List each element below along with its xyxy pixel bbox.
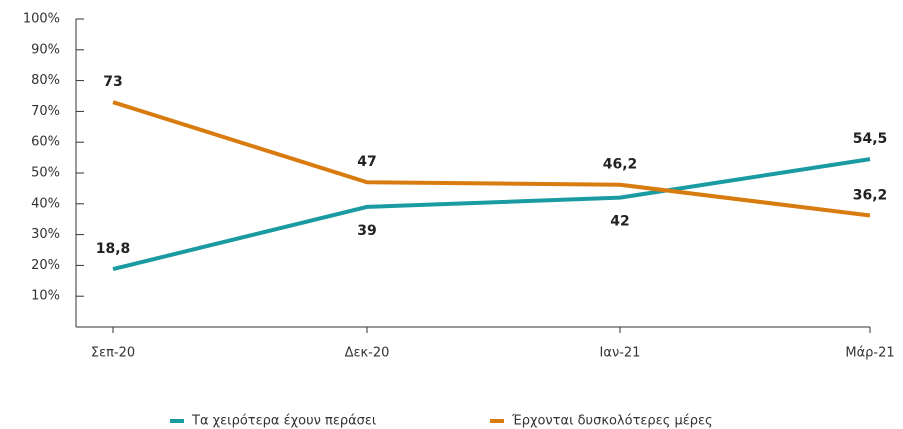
x-tick-label: Μάρ-21 (845, 346, 894, 361)
value-label: 47 (357, 154, 376, 170)
value-label: 18,8 (96, 241, 131, 257)
value-label: 73 (103, 74, 122, 90)
x-tick-label: Ιαν-21 (600, 346, 641, 361)
x-tick-label: Δεκ-20 (345, 346, 390, 361)
y-tick-label: 30% (31, 227, 60, 242)
legend-label: Τα χειρότερα έχουν περάσει (191, 414, 376, 429)
y-tick-label: 80% (31, 73, 60, 88)
value-label: 42 (610, 214, 629, 230)
y-tick-label: 20% (31, 258, 60, 273)
y-tick-label: 50% (31, 166, 60, 181)
line (112, 100, 871, 218)
value-label: 39 (357, 223, 376, 239)
value-label: 54,5 (853, 131, 888, 147)
legend-label: Έρχονται δυσκολότερες μέρες (511, 414, 713, 429)
y-tick-label: 90% (31, 42, 60, 57)
value-label: 36,2 (853, 188, 888, 204)
y-tick-label: 40% (31, 196, 60, 211)
value-label: 46,2 (603, 157, 638, 173)
y-tick-label: 70% (31, 104, 60, 119)
y-tick-label: 60% (31, 135, 60, 150)
y-tick-label: 100% (23, 12, 60, 27)
line (112, 157, 871, 272)
x-tick-label: Σεπ-20 (91, 346, 135, 361)
y-tick-label: 10% (31, 289, 60, 304)
